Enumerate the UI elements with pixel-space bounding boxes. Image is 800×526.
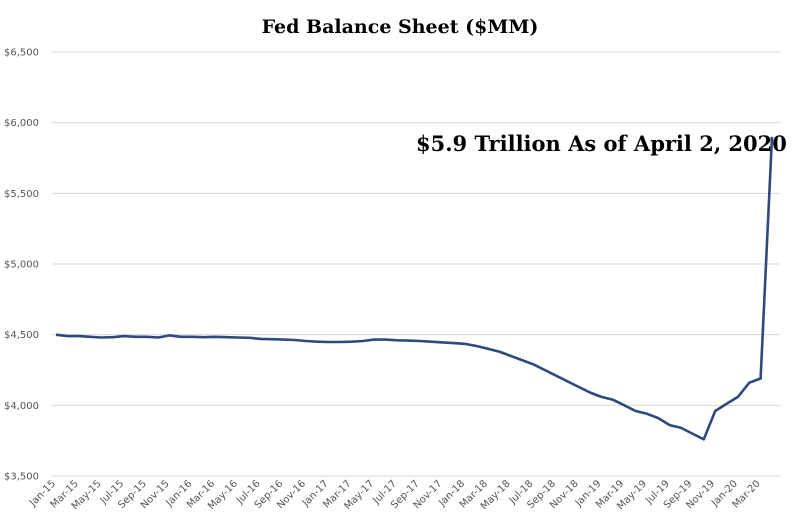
series-line bbox=[55, 136, 774, 441]
chart-annotation: $5.9 Trillion As of April 2, 2020 bbox=[416, 131, 787, 156]
y-tick-label: $5,000 bbox=[4, 260, 39, 271]
y-tick-label: $6,000 bbox=[4, 118, 39, 129]
gridlines bbox=[52, 51, 780, 477]
y-axis: $3,500 $4,000 $4,500 $5,000 $5,500 $6,000 $6,5… bbox=[4, 48, 39, 483]
y-tick-label: $4,000 bbox=[4, 401, 39, 412]
x-axis: Jan-15Mar-15May-15Jul-15Sep-15Nov-15Jan-… bbox=[27, 478, 763, 512]
y-tick-label: $5,500 bbox=[4, 189, 39, 200]
y-tick-label: $3,500 bbox=[4, 472, 39, 483]
y-tick-label: $6,500 bbox=[4, 48, 39, 59]
chart-title: Fed Balance Sheet ($MM) bbox=[262, 16, 539, 38]
y-tick-label: $4,500 bbox=[4, 330, 39, 341]
